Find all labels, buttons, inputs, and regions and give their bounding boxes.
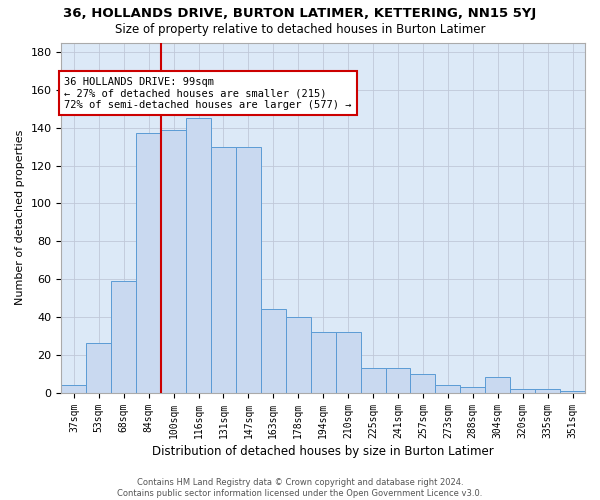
Bar [460,387,485,392]
Bar [286,317,311,392]
Bar [335,332,361,392]
Bar [510,389,535,392]
Bar [211,146,236,392]
Bar [86,344,111,392]
Bar [436,385,460,392]
Bar [311,332,335,392]
Text: 36 HOLLANDS DRIVE: 99sqm
← 27% of detached houses are smaller (215)
72% of semi-: 36 HOLLANDS DRIVE: 99sqm ← 27% of detach… [64,76,352,110]
Y-axis label: Number of detached properties: Number of detached properties [15,130,25,305]
Bar [136,134,161,392]
Text: Contains HM Land Registry data © Crown copyright and database right 2024.
Contai: Contains HM Land Registry data © Crown c… [118,478,482,498]
X-axis label: Distribution of detached houses by size in Burton Latimer: Distribution of detached houses by size … [152,444,494,458]
Text: 36, HOLLANDS DRIVE, BURTON LATIMER, KETTERING, NN15 5YJ: 36, HOLLANDS DRIVE, BURTON LATIMER, KETT… [64,8,536,20]
Bar [386,368,410,392]
Bar [161,130,186,392]
Bar [261,310,286,392]
Bar [236,146,261,392]
Bar [61,385,86,392]
Bar [186,118,211,392]
Bar [410,374,436,392]
Bar [111,281,136,392]
Bar [560,390,585,392]
Bar [535,389,560,392]
Bar [485,378,510,392]
Text: Size of property relative to detached houses in Burton Latimer: Size of property relative to detached ho… [115,22,485,36]
Bar [361,368,386,392]
